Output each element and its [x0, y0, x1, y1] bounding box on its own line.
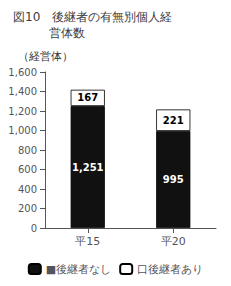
svg-text:0: 0 — [31, 223, 37, 234]
svg-text:600: 600 — [18, 164, 37, 175]
svg-text:営体数: 営体数 — [13, 26, 85, 40]
svg-text:平20: 平20 — [161, 235, 186, 248]
svg-text:1,000: 1,000 — [8, 125, 37, 136]
svg-text:221: 221 — [163, 115, 184, 126]
svg-text:図10 後継者の有無別個人経: 図10 後継者の有無別個人経 — [13, 10, 172, 24]
svg-text:400: 400 — [18, 184, 37, 195]
svg-text:（経営体）: （経営体） — [18, 50, 73, 63]
svg-text:口後継者あり: 口後継者あり — [137, 263, 203, 276]
svg-text:800: 800 — [18, 145, 37, 156]
svg-text:■後継者なし: ■後継者なし — [46, 263, 111, 276]
svg-text:1,600: 1,600 — [8, 67, 37, 78]
svg-text:1,200: 1,200 — [8, 106, 37, 117]
svg-text:1,251: 1,251 — [72, 162, 104, 173]
svg-text:167: 167 — [77, 92, 98, 103]
svg-text:200: 200 — [18, 203, 37, 214]
svg-text:995: 995 — [163, 174, 184, 185]
svg-text:1,400: 1,400 — [8, 86, 37, 97]
svg-text:平15: 平15 — [75, 235, 100, 248]
